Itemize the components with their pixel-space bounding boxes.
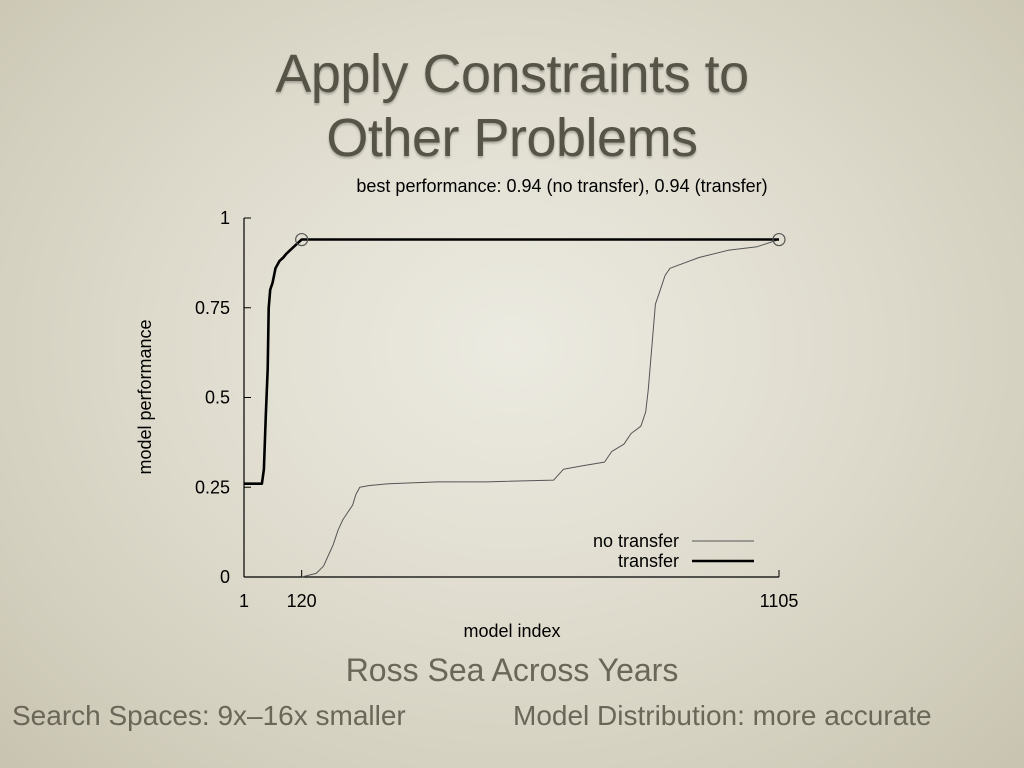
series-layer xyxy=(244,232,786,578)
slide-title-line-1: Apply Constraints to xyxy=(275,44,749,104)
x-tick-label: 120 xyxy=(287,591,317,611)
y-tick-label: 0 xyxy=(220,567,230,587)
x-tick-label: 1105 xyxy=(760,591,799,611)
series-line-no-transfer xyxy=(301,239,780,578)
series-line-transfer xyxy=(244,238,779,485)
best-point-marker xyxy=(295,232,309,247)
footer-model-distribution: Model Distribution: more accurate xyxy=(513,700,932,731)
x-tick-label: 1 xyxy=(239,591,249,611)
y-axis-label: model performance xyxy=(135,319,155,474)
y-tick-label: 1 xyxy=(220,208,230,228)
slide-title: Apply Constraints to Other Problems xyxy=(0,42,1024,170)
axes: 0 0.25 0.5 0.75 1 1 120 1105 xyxy=(195,208,798,611)
legend-label: transfer xyxy=(618,551,679,571)
y-tick-label: 0.5 xyxy=(205,388,230,408)
footer-search-spaces: Search Spaces: 9x–16x smaller xyxy=(12,700,406,731)
y-tick-label: 0.75 xyxy=(195,298,230,318)
y-tick-label: 0.25 xyxy=(195,477,230,497)
slide-title-line-2: Other Problems xyxy=(326,108,698,168)
best-point-marker xyxy=(772,232,786,247)
legend-label: no transfer xyxy=(593,531,679,551)
x-axis-label: model index xyxy=(463,621,560,641)
chart-title: best performance: 0.94 (no transfer), 0.… xyxy=(356,176,767,196)
chart-caption: Ross Sea Across Years xyxy=(345,652,679,688)
